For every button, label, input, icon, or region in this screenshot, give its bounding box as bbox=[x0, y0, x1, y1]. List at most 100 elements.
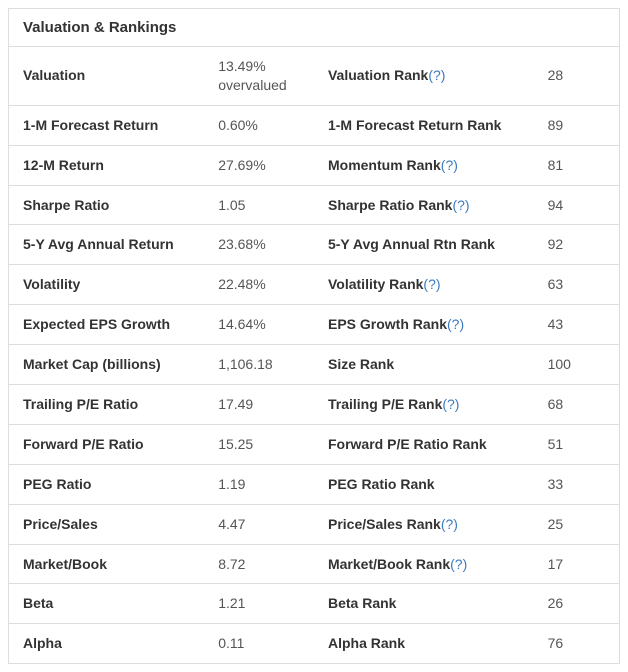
metric-label: 1-M Forecast Return bbox=[9, 105, 204, 145]
metric-label: PEG Ratio bbox=[9, 464, 204, 504]
rank-label-cell: Market/Book Rank(?) bbox=[314, 544, 534, 584]
rank-label: Trailing P/E Rank bbox=[328, 396, 442, 412]
table-row: Alpha0.11 Alpha Rank 76 bbox=[9, 624, 619, 663]
rank-value: 68 bbox=[534, 385, 619, 425]
rank-value: 100 bbox=[534, 345, 619, 385]
metric-value: 0.11 bbox=[204, 624, 314, 663]
table-row: Market Cap (billions)1,106.18 Size Rank 10… bbox=[9, 345, 619, 385]
rank-value: 63 bbox=[534, 265, 619, 305]
table-row: Valuation13.49% overvaluedValuation Rank… bbox=[9, 47, 619, 105]
table-row: Expected EPS Growth14.64%EPS Growth Rank… bbox=[9, 305, 619, 345]
rank-label-cell: 5-Y Avg Annual Rtn Rank bbox=[314, 225, 534, 265]
rank-label-cell: Price/Sales Rank(?) bbox=[314, 504, 534, 544]
rank-label: Alpha Rank bbox=[328, 635, 405, 651]
rank-label-cell: Valuation Rank(?) bbox=[314, 47, 534, 105]
table-row: Market/Book8.72Market/Book Rank(?)17 bbox=[9, 544, 619, 584]
rank-value: 17 bbox=[534, 544, 619, 584]
rank-label: Size Rank bbox=[328, 356, 394, 372]
metric-label: Alpha bbox=[9, 624, 204, 663]
rank-value: 28 bbox=[534, 47, 619, 105]
help-link[interactable]: (?) bbox=[447, 316, 464, 332]
rank-label-cell: 1-M Forecast Return Rank bbox=[314, 105, 534, 145]
rank-label-cell: Volatility Rank(?) bbox=[314, 265, 534, 305]
rank-label-cell: Trailing P/E Rank(?) bbox=[314, 385, 534, 425]
metric-label: Trailing P/E Ratio bbox=[9, 385, 204, 425]
metric-label: Market/Book bbox=[9, 544, 204, 584]
rank-label: PEG Ratio Rank bbox=[328, 476, 435, 492]
rank-label: Valuation Rank bbox=[328, 67, 428, 83]
metric-value: 13.49% overvalued bbox=[204, 47, 314, 105]
help-link[interactable]: (?) bbox=[423, 276, 440, 292]
metric-label: Expected EPS Growth bbox=[9, 305, 204, 345]
card-title: Valuation & Rankings bbox=[9, 9, 619, 47]
rank-label-cell: Beta Rank bbox=[314, 584, 534, 624]
valuation-rankings-card: Valuation & Rankings Valuation13.49% ove… bbox=[8, 8, 620, 664]
rank-label: EPS Growth Rank bbox=[328, 316, 447, 332]
table-row: Sharpe Ratio1.05Sharpe Ratio Rank(?)94 bbox=[9, 185, 619, 225]
rank-label-cell: Sharpe Ratio Rank(?) bbox=[314, 185, 534, 225]
metric-label: Beta bbox=[9, 584, 204, 624]
metric-label: Forward P/E Ratio bbox=[9, 424, 204, 464]
metric-value: 27.69% bbox=[204, 145, 314, 185]
rank-label-cell: Size Rank bbox=[314, 345, 534, 385]
table-row: Volatility22.48%Volatility Rank(?)63 bbox=[9, 265, 619, 305]
rank-label-cell: Momentum Rank(?) bbox=[314, 145, 534, 185]
table-row: 1-M Forecast Return0.60% 1-M Forecast Ret… bbox=[9, 105, 619, 145]
rank-value: 43 bbox=[534, 305, 619, 345]
metric-label: Market Cap (billions) bbox=[9, 345, 204, 385]
metric-value: 14.64% bbox=[204, 305, 314, 345]
table-row: 5-Y Avg Annual Return23.68% 5-Y Avg Annua… bbox=[9, 225, 619, 265]
metric-label: Price/Sales bbox=[9, 504, 204, 544]
metric-value: 8.72 bbox=[204, 544, 314, 584]
help-link[interactable]: (?) bbox=[452, 197, 469, 213]
table-row: Forward P/E Ratio15.25 Forward P/E Ratio … bbox=[9, 424, 619, 464]
rank-label: Market/Book Rank bbox=[328, 556, 450, 572]
rank-label: 1-M Forecast Return Rank bbox=[328, 117, 501, 133]
metric-value: 1.21 bbox=[204, 584, 314, 624]
rank-value: 33 bbox=[534, 464, 619, 504]
rank-label: Momentum Rank bbox=[328, 157, 441, 173]
rank-label: Price/Sales Rank bbox=[328, 516, 441, 532]
metric-value: 1.05 bbox=[204, 185, 314, 225]
rank-value: 81 bbox=[534, 145, 619, 185]
valuation-rankings-table: Valuation13.49% overvaluedValuation Rank… bbox=[9, 47, 619, 663]
help-link[interactable]: (?) bbox=[428, 67, 445, 83]
metric-label: 12-M Return bbox=[9, 145, 204, 185]
rank-value: 25 bbox=[534, 504, 619, 544]
rank-label: Sharpe Ratio Rank bbox=[328, 197, 452, 213]
rank-value: 94 bbox=[534, 185, 619, 225]
rank-value: 51 bbox=[534, 424, 619, 464]
rank-label: Beta Rank bbox=[328, 595, 396, 611]
table-row: PEG Ratio1.19PEG Ratio Rank33 bbox=[9, 464, 619, 504]
help-link[interactable]: (?) bbox=[441, 516, 458, 532]
table-row: Trailing P/E Ratio17.49Trailing P/E Rank… bbox=[9, 385, 619, 425]
rank-value: 26 bbox=[534, 584, 619, 624]
metric-label: 5-Y Avg Annual Return bbox=[9, 225, 204, 265]
table-row: 12-M Return27.69%Momentum Rank(?)81 bbox=[9, 145, 619, 185]
rank-label-cell: PEG Ratio Rank bbox=[314, 464, 534, 504]
help-link[interactable]: (?) bbox=[441, 157, 458, 173]
rank-label-cell: EPS Growth Rank(?) bbox=[314, 305, 534, 345]
rank-value: 76 bbox=[534, 624, 619, 663]
metric-value: 22.48% bbox=[204, 265, 314, 305]
metric-value: 4.47 bbox=[204, 504, 314, 544]
table-row: Beta1.21 Beta Rank 26 bbox=[9, 584, 619, 624]
metric-label: Valuation bbox=[9, 47, 204, 105]
rank-value: 92 bbox=[534, 225, 619, 265]
rank-label: Volatility Rank bbox=[328, 276, 423, 292]
rank-label: Forward P/E Ratio Rank bbox=[328, 436, 487, 452]
metric-label: Volatility bbox=[9, 265, 204, 305]
metric-value: 23.68% bbox=[204, 225, 314, 265]
metric-value: 0.60% bbox=[204, 105, 314, 145]
metric-value: 17.49 bbox=[204, 385, 314, 425]
metric-value: 15.25 bbox=[204, 424, 314, 464]
help-link[interactable]: (?) bbox=[442, 396, 459, 412]
rank-value: 89 bbox=[534, 105, 619, 145]
rank-label: 5-Y Avg Annual Rtn Rank bbox=[328, 236, 495, 252]
table-row: Price/Sales4.47Price/Sales Rank(?)25 bbox=[9, 504, 619, 544]
metric-value: 1,106.18 bbox=[204, 345, 314, 385]
rank-label-cell: Alpha Rank bbox=[314, 624, 534, 663]
rank-label-cell: Forward P/E Ratio Rank bbox=[314, 424, 534, 464]
metric-label: Sharpe Ratio bbox=[9, 185, 204, 225]
help-link[interactable]: (?) bbox=[450, 556, 467, 572]
